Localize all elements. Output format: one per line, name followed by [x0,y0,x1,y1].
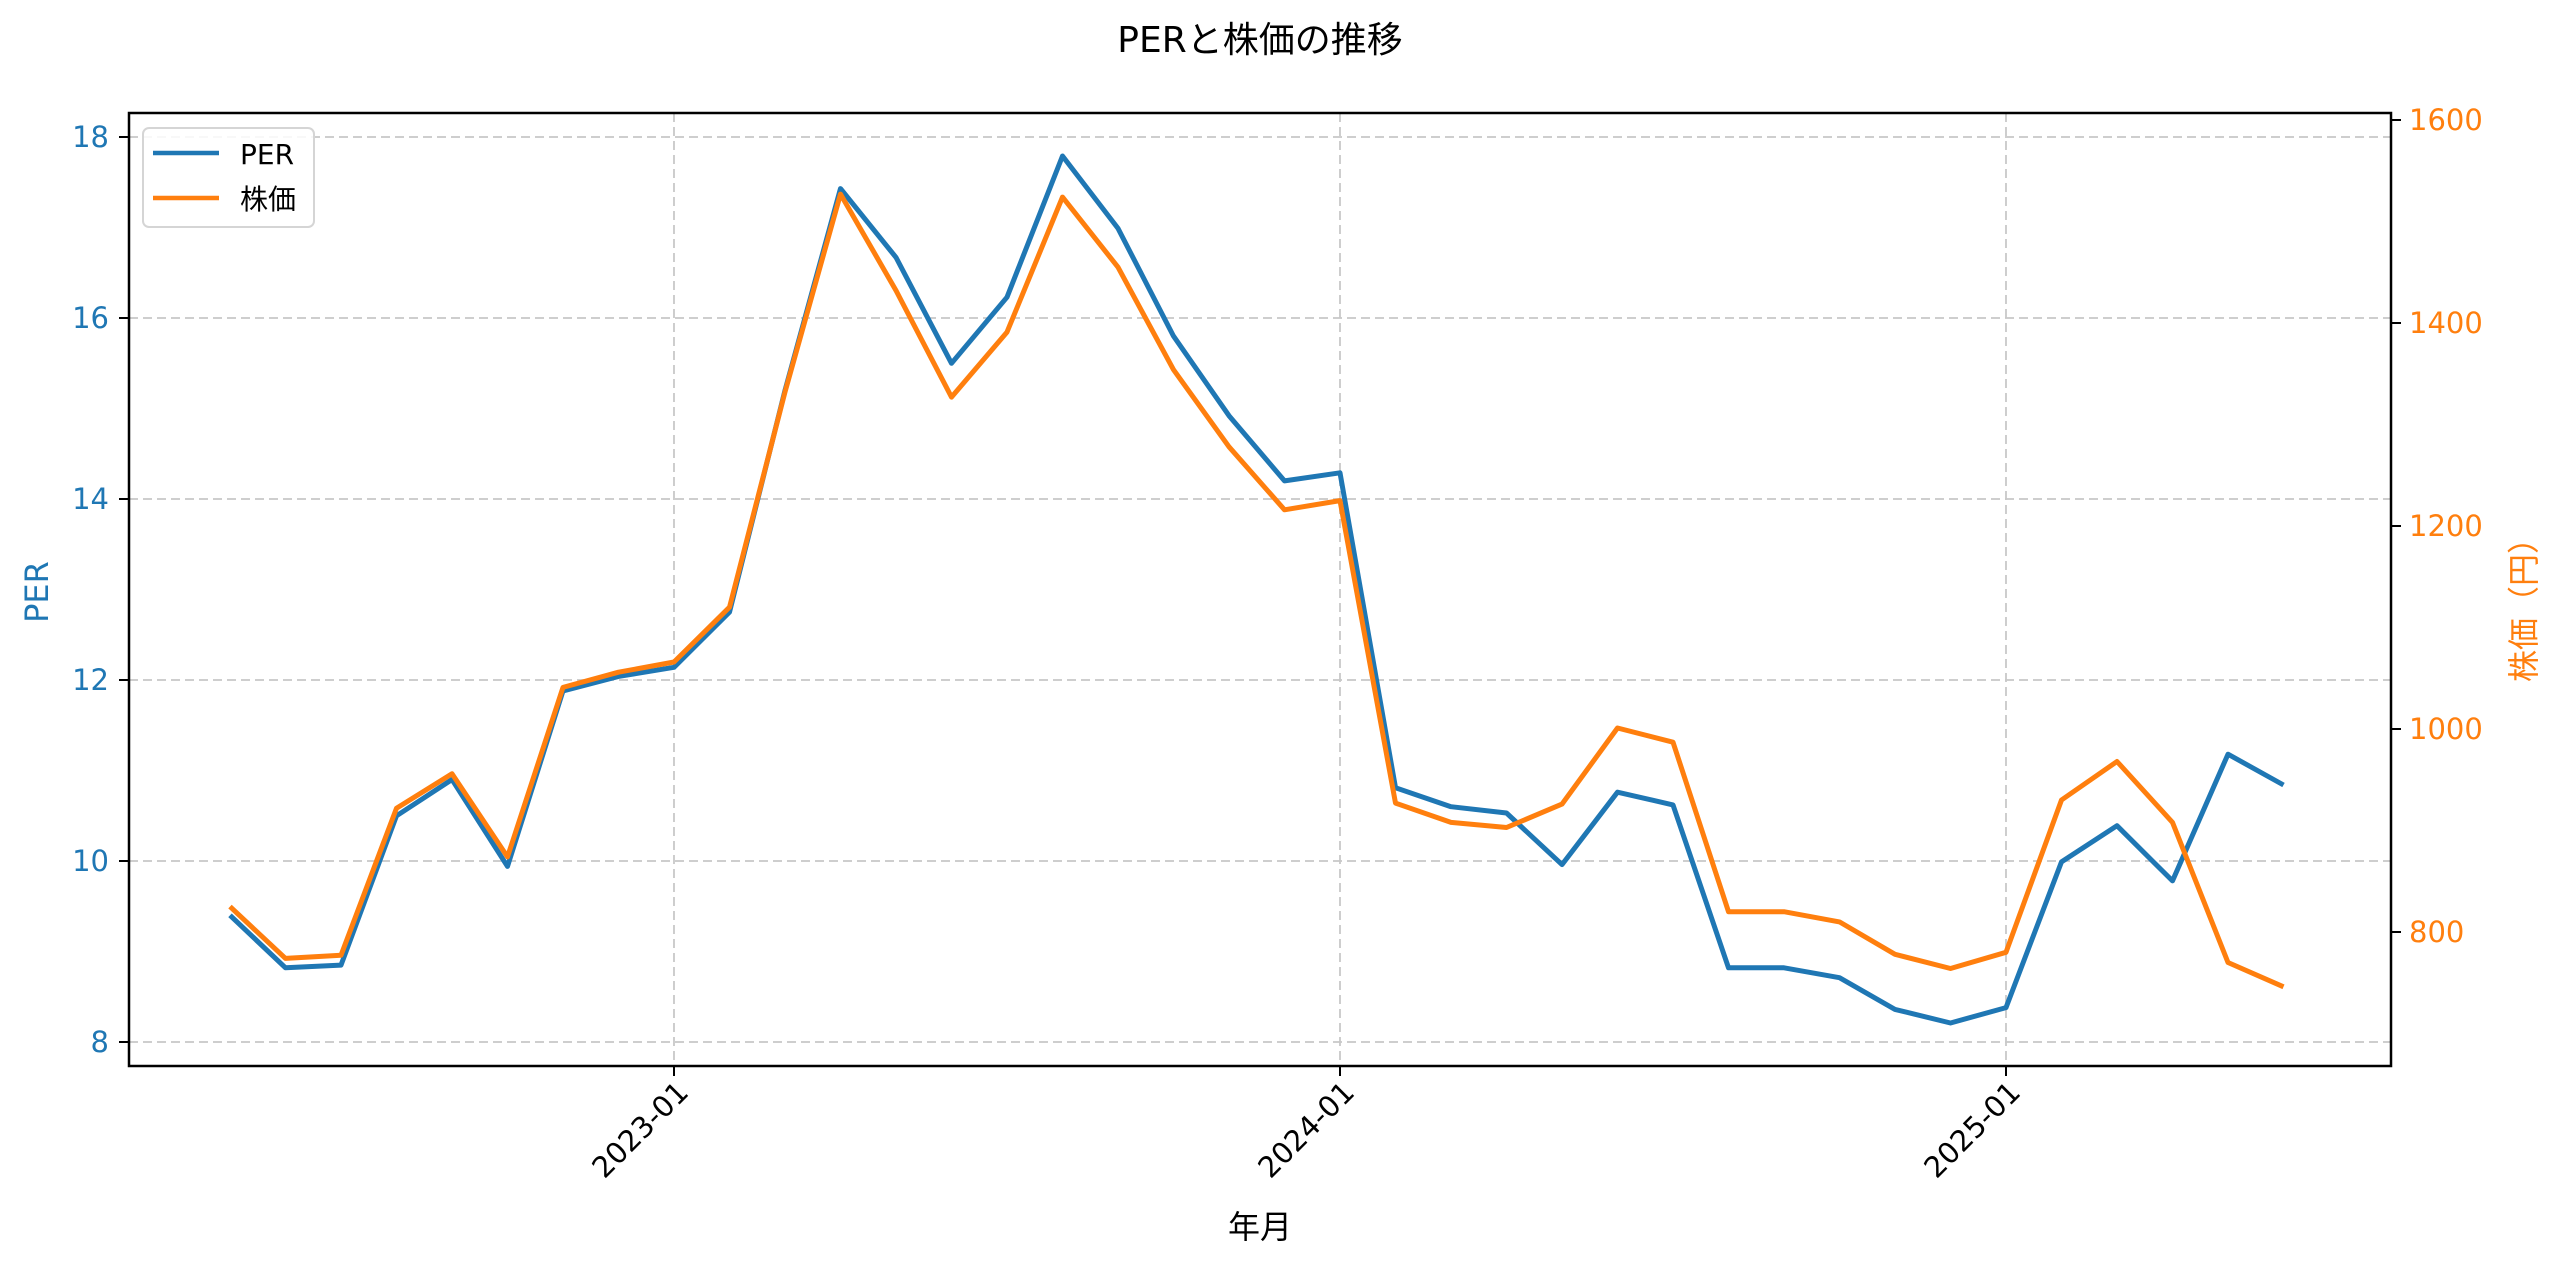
y-tick-label-right: 800 [2409,915,2464,949]
y-tick-label-right: 1200 [2409,509,2483,543]
x-axis: 2023-01 2024-01 2025-01 [585,1066,2027,1185]
y-tick-label-left: 18 [72,120,109,154]
y-tick-label-left: 10 [72,844,109,878]
y-axis-label-left: PER [18,561,56,623]
x-tick-label: 2025-01 [1917,1075,2027,1185]
y-tick-label-left: 16 [72,301,109,335]
price-line [228,191,2285,990]
legend-label-per: PER [240,138,294,171]
y-tick-label-left: 14 [72,482,109,516]
per-line [228,153,2285,1026]
chart-title: PERと株価の推移 [1117,20,1402,61]
x-axis-label: 年月 [1228,1208,1292,1246]
right-y-axis: 800 1000 1200 1400 1600 [2391,103,2483,949]
plot-frame [127,111,2393,1068]
legend-label-price: 株価 [240,183,296,216]
legend: PER 株価 [142,127,315,228]
y-axis-label-right: 株価（円） [2505,522,2543,682]
y-tick-label-right: 1400 [2409,306,2483,340]
x-tick-label: 2023-01 [585,1075,695,1185]
y-tick-label-left: 8 [91,1025,109,1059]
left-y-axis: 8 10 12 14 16 18 [72,120,129,1059]
x-tick-label: 2024-01 [1251,1075,1361,1185]
y-tick-label-left: 12 [72,663,109,697]
grid-lines [129,113,2391,1066]
data-series [228,153,2285,1026]
y-tick-label-right: 1600 [2409,103,2483,137]
y-tick-label-right: 1000 [2409,712,2483,746]
